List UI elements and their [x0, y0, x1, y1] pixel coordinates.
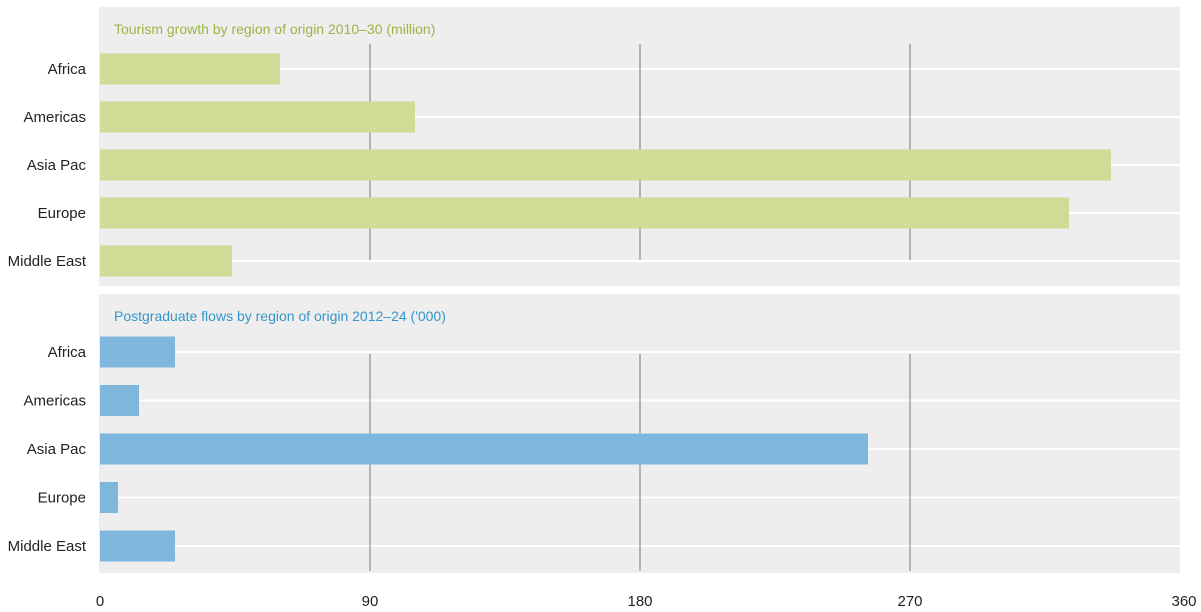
bar-africa [100, 53, 280, 85]
bar-middle-east [100, 245, 232, 277]
bar-middle-east [100, 530, 175, 562]
x-tick-label: 360 [1171, 593, 1196, 610]
category-label: Middle East [8, 538, 87, 555]
x-tick-label: 180 [627, 593, 652, 610]
x-tick-label: 270 [897, 593, 922, 610]
bar-americas [100, 101, 415, 133]
category-label: Asia Pac [27, 441, 87, 458]
x-tick-label: 0 [96, 593, 104, 610]
category-label: Africa [48, 61, 87, 78]
bar-asia-pac [100, 433, 868, 465]
category-label: Americas [23, 393, 86, 410]
bar-europe [100, 482, 118, 513]
x-tick-label: 90 [362, 593, 379, 610]
panel-2-title: Postgraduate flows by region of origin 2… [114, 308, 446, 324]
panel-1-plot: Africa Americas Asia Pac Europe Middle East [8, 44, 1180, 277]
panel-2-plot: Africa Americas Asia Pac Europe Middle East [8, 336, 1180, 571]
bar-africa [100, 336, 175, 368]
category-label: Middle East [8, 253, 87, 270]
bar-americas [100, 385, 139, 416]
panel-1-title: Tourism growth by region of origin 2010–… [114, 21, 435, 37]
category-label: Africa [48, 344, 87, 361]
category-label: Asia Pac [27, 157, 87, 174]
category-label: Americas [23, 109, 86, 126]
bar-asia-pac [100, 149, 1111, 181]
x-axis: 0 90 180 270 360 [96, 593, 1197, 610]
category-label: Europe [38, 490, 86, 507]
category-label: Europe [38, 205, 86, 222]
bar-europe [100, 197, 1069, 229]
